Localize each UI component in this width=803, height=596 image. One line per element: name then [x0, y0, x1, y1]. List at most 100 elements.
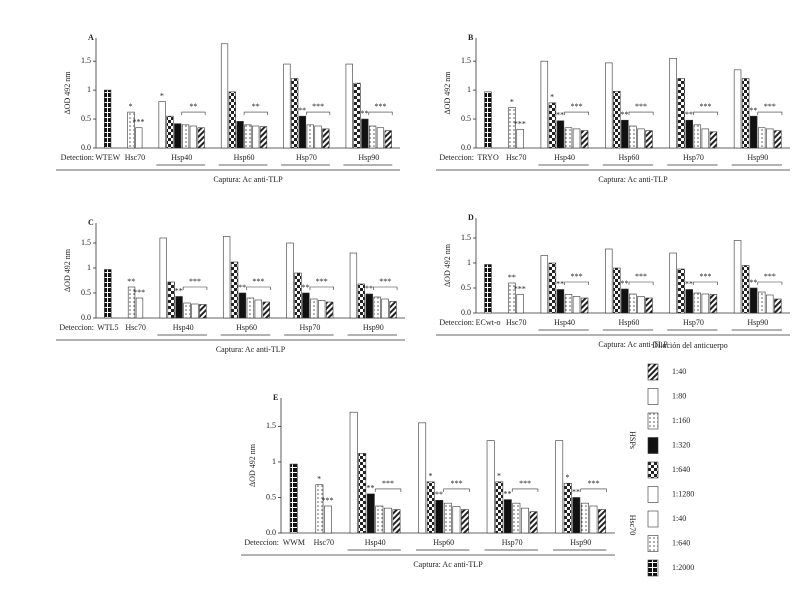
y-tick-label: 0.0 [461, 308, 471, 317]
bar [637, 296, 645, 314]
x-tick-label: WWM [283, 538, 305, 547]
bracket [182, 286, 208, 290]
significance: *** [764, 102, 776, 111]
bar [166, 115, 174, 149]
significance: *** [133, 288, 145, 297]
bar [435, 500, 444, 534]
bar [520, 507, 529, 534]
bar [452, 506, 461, 534]
legend-swatch [647, 510, 659, 528]
bar [645, 297, 653, 314]
bar [246, 297, 255, 319]
x-tick-label: WTEW [95, 153, 120, 162]
bar [318, 300, 326, 319]
bar [183, 302, 191, 319]
bar [135, 127, 143, 149]
significance: ** [189, 102, 197, 111]
bar [495, 481, 504, 534]
significance: * [565, 473, 569, 482]
legend-label: 1:1280 [672, 489, 694, 498]
legend-label: 1:2000 [672, 563, 694, 572]
legend-swatch [647, 412, 659, 430]
y-tick-label: 1.5 [266, 421, 276, 430]
significance: ** [556, 279, 564, 288]
bar [564, 294, 573, 314]
y-tick-label: 1 [467, 85, 471, 94]
x-tick-label: WTL5 [97, 323, 118, 332]
x-tick-label: Hsc70 [125, 323, 145, 332]
significance: *** [699, 272, 711, 281]
bracket [368, 111, 393, 116]
bar [314, 125, 322, 149]
significance: ** [572, 487, 580, 496]
x-tick-label: Hsp60 [234, 153, 255, 162]
bar [345, 63, 353, 149]
bar [598, 509, 606, 534]
significance: *** [312, 102, 324, 111]
x-tick-label: Hsp60 [236, 323, 257, 332]
bar [621, 288, 629, 314]
bar [580, 297, 589, 314]
x-tick-label: Hsp90 [358, 153, 379, 162]
panel-letter: D [468, 213, 474, 222]
bracket [511, 488, 539, 492]
bar [629, 293, 637, 314]
bar [677, 78, 685, 149]
legend-swatch [647, 559, 659, 577]
x-tick-label: Hsc70 [506, 318, 526, 327]
significance: *** [132, 118, 144, 127]
bar [322, 128, 330, 149]
bar [766, 128, 774, 149]
significance: *** [252, 277, 264, 286]
x-tick-label: TRYO [477, 153, 499, 162]
panel-letter: C [88, 218, 94, 227]
bar [733, 69, 742, 149]
significance: *** [588, 479, 600, 488]
significance: ** [685, 110, 693, 119]
bar [540, 60, 549, 149]
bar [709, 294, 718, 314]
y-tick-label: 0.5 [461, 114, 471, 123]
bracket [580, 488, 607, 492]
detection-label: Deteccion: [439, 318, 474, 327]
x-tick-label: Hsp60 [619, 318, 640, 327]
bar [228, 91, 236, 149]
x-tick-label: Hsp60 [433, 538, 454, 547]
legend-swatch [647, 437, 659, 454]
significance: ** [685, 279, 693, 288]
y-tick-label: 0.5 [81, 114, 91, 123]
bracket [246, 286, 271, 290]
bar [254, 299, 262, 319]
significance: ** [127, 277, 135, 286]
bracket [628, 111, 654, 116]
significance: ** [508, 273, 516, 282]
bar [230, 261, 239, 319]
bracket [373, 286, 398, 290]
y-axis-label: ΔOD 492 nm [63, 248, 72, 292]
bar [426, 481, 435, 534]
legend-swatch [647, 388, 659, 405]
bar [580, 502, 589, 534]
y-tick-label: 1 [87, 85, 91, 94]
legend: Dilución del anticuerpo HSPs Hsc70 1:40 1… [628, 341, 728, 577]
significance: * [550, 93, 554, 102]
bar [175, 296, 183, 319]
legend-label: 1:40 [672, 514, 686, 523]
bar [637, 128, 645, 149]
bar [443, 502, 452, 534]
y-tick-label: 1.5 [461, 56, 471, 65]
bar [693, 124, 702, 149]
y-tick-label: 1.5 [81, 56, 91, 65]
significance: ** [175, 286, 183, 295]
x-tick-label: Hsp70 [502, 538, 523, 547]
x-axis-label: Captura: Ac anti-TLP [216, 345, 286, 354]
y-tick-label: 0.0 [461, 143, 471, 152]
bar [324, 505, 332, 534]
bar [376, 127, 385, 149]
significance: ** [749, 278, 757, 287]
bar [589, 505, 598, 534]
significance: * [510, 97, 514, 106]
significance: ** [302, 283, 310, 292]
bar [174, 123, 182, 149]
